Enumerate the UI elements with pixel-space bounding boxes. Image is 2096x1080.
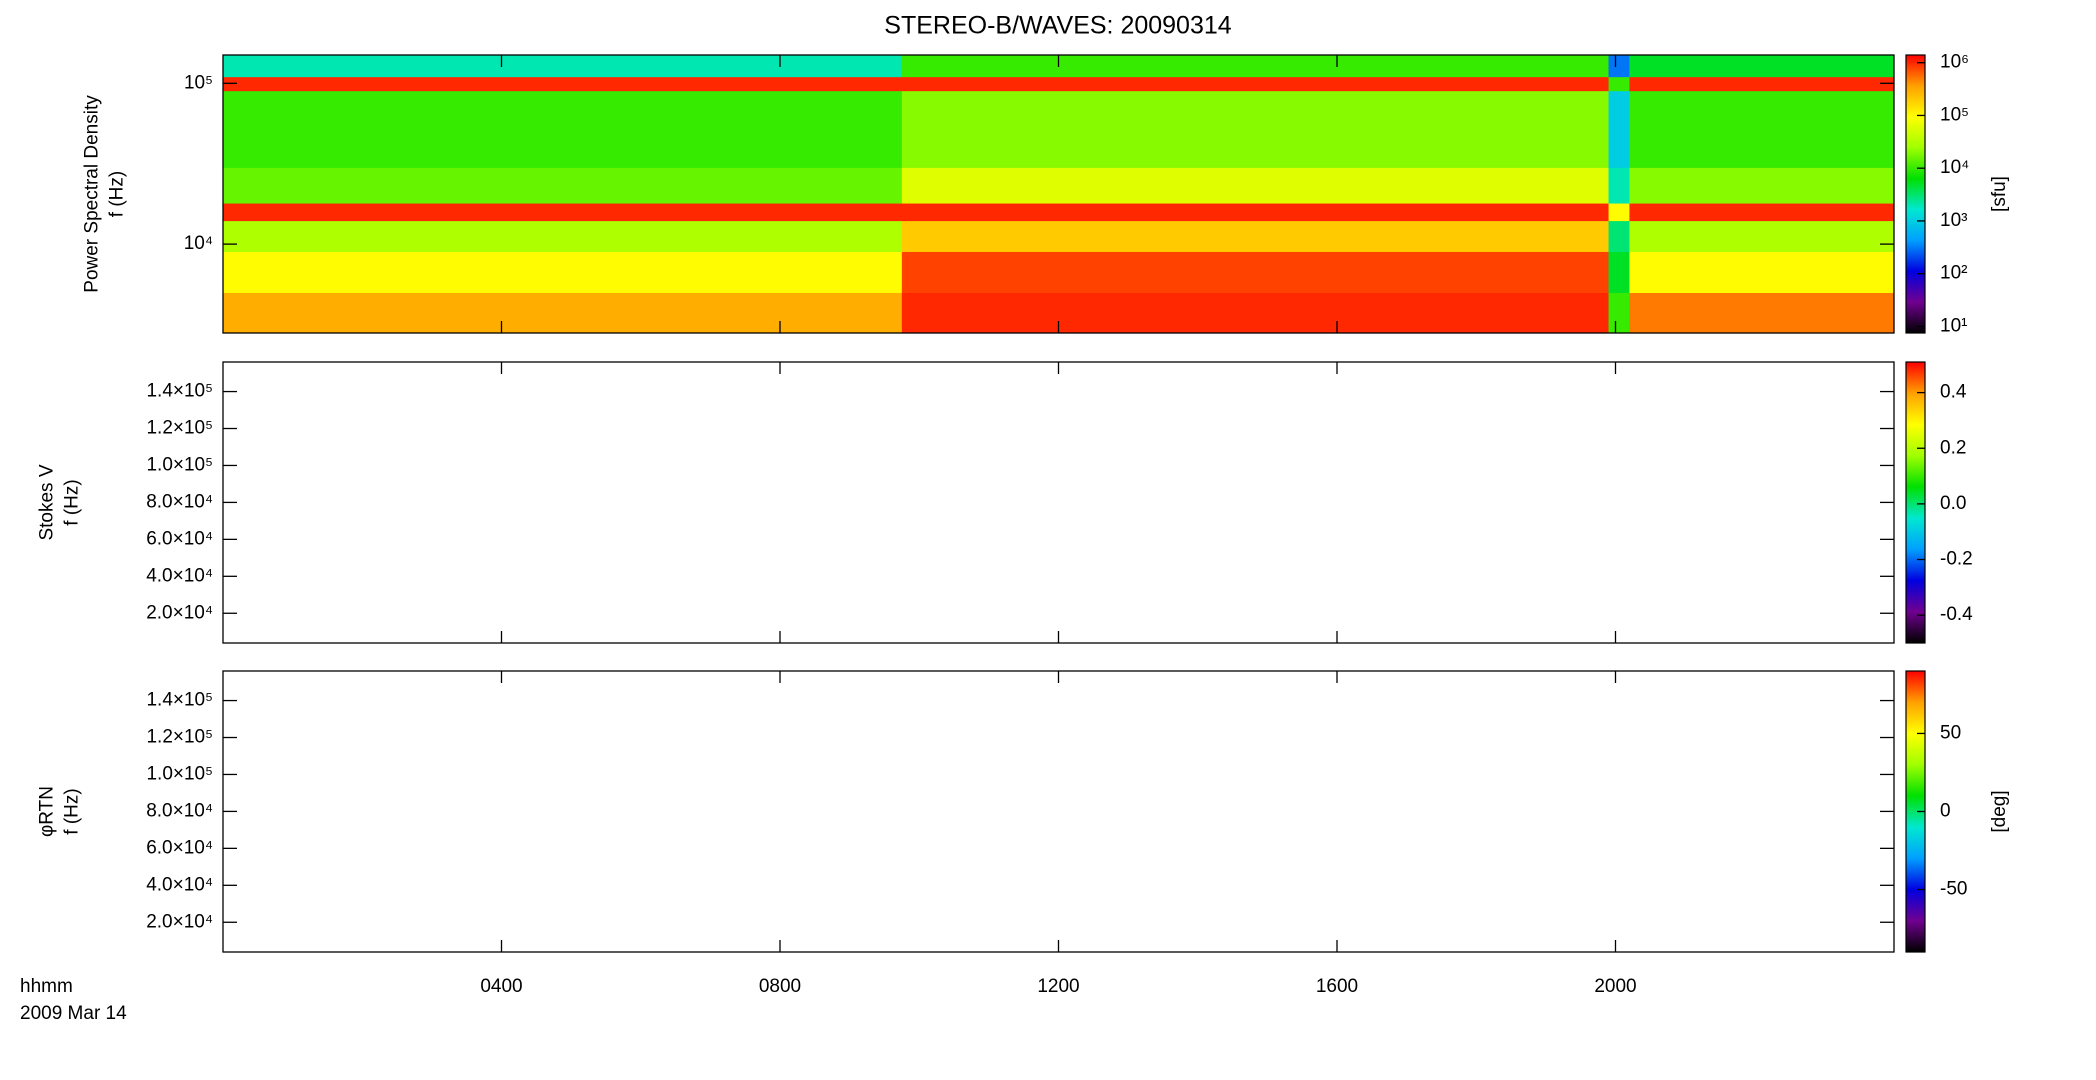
heatmap-cell	[901, 203, 1610, 222]
y-axis-title: Power Spectral Density	[82, 95, 103, 293]
heatmap-cell	[1629, 55, 1895, 78]
x-tick-label: 1200	[1037, 976, 1079, 997]
y-tick-label: 4.0×10⁴	[146, 874, 213, 895]
heatmap-cell	[1608, 90, 1630, 168]
heatmap-cell	[223, 167, 903, 204]
heatmap-cell	[1629, 220, 1895, 252]
y-tick-label: 1.0×10⁵	[146, 763, 213, 784]
colorbar-tick-label: 0.0	[1940, 493, 1966, 514]
x-tick-label: 2000	[1594, 976, 1636, 997]
y-tick-label: 1.2×10⁵	[146, 418, 213, 439]
heatmap-cell	[1629, 251, 1895, 294]
x-tick-label: 1600	[1316, 976, 1358, 997]
colorbar-tick-label: -0.4	[1940, 604, 1973, 625]
y-tick-label: 8.0×10⁴	[146, 800, 213, 821]
colorbar-tick-label: 10⁴	[1940, 157, 1969, 178]
heatmap-cell	[223, 55, 903, 78]
x-tick-label: 0400	[480, 976, 522, 997]
heatmap-cell	[901, 76, 1610, 92]
x-tick-label: 0800	[759, 976, 801, 997]
heatmap-cell	[223, 292, 903, 334]
y-tick-label: 1.4×10⁵	[146, 381, 213, 402]
y-tick-label: 4.0×10⁴	[146, 565, 213, 586]
heatmap-cell	[1608, 167, 1630, 204]
colorbar-tick-label: -0.2	[1940, 549, 1973, 570]
colorbar-tick-label: 0	[1940, 801, 1951, 822]
y-tick-label: 1.0×10⁵	[146, 454, 213, 475]
y-axis-title: f (Hz)	[62, 479, 83, 525]
y-axis-title: φRTN	[37, 786, 58, 837]
heatmap-cell	[1608, 220, 1630, 252]
heatmap-cell	[1629, 76, 1895, 92]
colorbar-tick-label: 0.4	[1940, 382, 1967, 403]
heatmap-cell	[901, 251, 1610, 294]
colorbar-tick-label: 10³	[1940, 210, 1967, 231]
x-axis-label: hhmm	[20, 976, 73, 997]
y-tick-label: 2.0×10⁴	[146, 602, 213, 623]
y-tick-label: 10⁴	[184, 233, 213, 254]
colorbar-tick-label: 10²	[1940, 263, 1967, 284]
heatmap-cell	[901, 55, 1610, 78]
colorbar-tick-label: 50	[1940, 722, 1961, 743]
heatmap-cell	[1608, 76, 1630, 92]
y-axis-title: f (Hz)	[62, 788, 83, 834]
colorbar-tick-label: 0.2	[1940, 437, 1966, 458]
heatmap-cell	[1629, 292, 1895, 334]
y-axis-title: Stokes V	[37, 464, 58, 540]
colorbar-tick-label: 10⁶	[1940, 52, 1969, 73]
heatmap-cell	[1608, 203, 1630, 222]
heatmap-cell	[223, 220, 903, 252]
y-tick-label: 1.2×10⁵	[146, 727, 213, 748]
y-tick-label: 6.0×10⁴	[146, 837, 213, 858]
heatmap-cell	[901, 292, 1610, 334]
heatmap-cell	[223, 76, 903, 92]
plot-frame	[222, 670, 1895, 953]
colorbar-label: [sfu]	[1989, 176, 2010, 212]
heatmap-cell	[1608, 55, 1630, 78]
colorbar-tick-label: 10⁵	[1940, 104, 1969, 125]
y-tick-label: 1.4×10⁵	[146, 690, 213, 711]
heatmap-cell	[223, 203, 903, 222]
heatmap-cell	[901, 90, 1610, 168]
heatmap-cell	[1629, 90, 1895, 168]
heatmap-cell	[1629, 203, 1895, 222]
x-axis-label: 2009 Mar 14	[20, 1003, 127, 1024]
chart-title: STEREO-B/WAVES: 20090314	[884, 12, 1231, 40]
y-tick-label: 10⁵	[184, 72, 213, 93]
plot-frame	[222, 361, 1895, 644]
colorbar	[1905, 361, 1926, 644]
y-tick-label: 8.0×10⁴	[146, 491, 213, 512]
heatmap-cell	[901, 167, 1610, 204]
heatmap-cell	[1629, 167, 1895, 204]
heatmap-cell	[1608, 251, 1630, 294]
y-axis-title: f (Hz)	[107, 171, 128, 217]
colorbar	[1905, 54, 1926, 334]
y-tick-label: 6.0×10⁴	[146, 528, 213, 549]
colorbar-label: [deg]	[1989, 790, 2010, 832]
heatmap-cell	[901, 220, 1610, 252]
heatmap-cell	[223, 251, 903, 294]
heatmap-cell	[223, 90, 903, 168]
heatmap-cell	[1608, 292, 1630, 334]
colorbar-tick-label: 10¹	[1940, 315, 1967, 336]
colorbar-tick-label: -50	[1940, 879, 1967, 900]
y-tick-label: 2.0×10⁴	[146, 911, 213, 932]
